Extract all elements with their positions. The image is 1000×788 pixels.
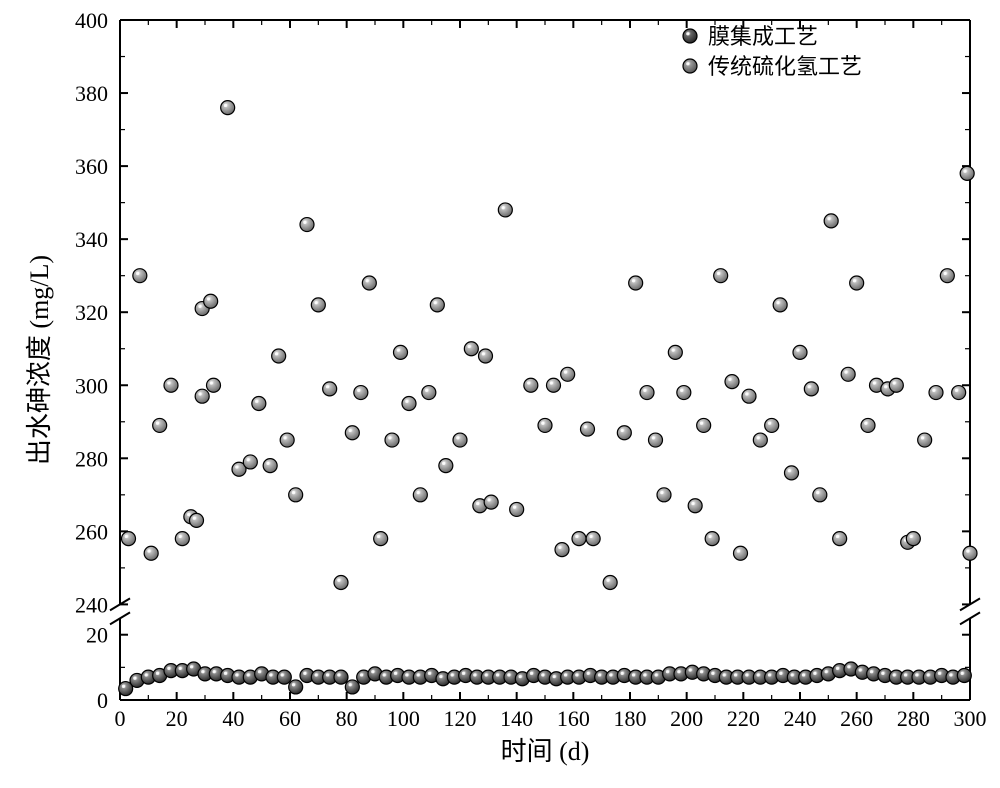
x-tick-label: 40 <box>222 706 244 731</box>
x-tick-label: 60 <box>279 706 301 731</box>
y-tick-label: 240 <box>75 592 108 617</box>
y-tick-label: 0 <box>97 688 108 713</box>
chart-svg: 0204060801001201401601802002202402602803… <box>0 0 1000 788</box>
series-1 <box>122 101 978 590</box>
y-axis-label: 出水砷浓度 (mg/L) <box>25 255 54 465</box>
y-tick-label: 20 <box>86 623 108 648</box>
y-tick-label: 340 <box>75 227 108 252</box>
y-tick-label: 360 <box>75 154 108 179</box>
x-tick-label: 140 <box>500 706 533 731</box>
x-axis-label: 时间 (d) <box>501 737 590 766</box>
x-tick-label: 240 <box>784 706 817 731</box>
x-tick-label: 200 <box>670 706 703 731</box>
y-tick-label: 260 <box>75 519 108 544</box>
y-tick-label: 320 <box>75 300 108 325</box>
x-tick-label: 80 <box>336 706 358 731</box>
legend-label: 膜集成工艺 <box>708 24 818 49</box>
x-tick-label: 160 <box>557 706 590 731</box>
series-0 <box>119 662 972 696</box>
x-tick-label: 280 <box>897 706 930 731</box>
y-tick-label: 300 <box>75 373 108 398</box>
x-tick-label: 20 <box>166 706 188 731</box>
x-tick-label: 300 <box>954 706 987 731</box>
legend-label: 传统硫化氢工艺 <box>708 54 862 79</box>
x-tick-label: 260 <box>840 706 873 731</box>
x-tick-label: 180 <box>614 706 647 731</box>
y-tick-label: 380 <box>75 81 108 106</box>
scatter-chart: 0204060801001201401601802002202402602803… <box>0 0 1000 788</box>
y-tick-label: 400 <box>75 8 108 33</box>
x-tick-label: 120 <box>444 706 477 731</box>
x-tick-label: 100 <box>387 706 420 731</box>
x-tick-label: 0 <box>115 706 126 731</box>
x-tick-label: 220 <box>727 706 760 731</box>
legend: 膜集成工艺传统硫化氢工艺 <box>683 24 862 79</box>
y-tick-label: 280 <box>75 446 108 471</box>
